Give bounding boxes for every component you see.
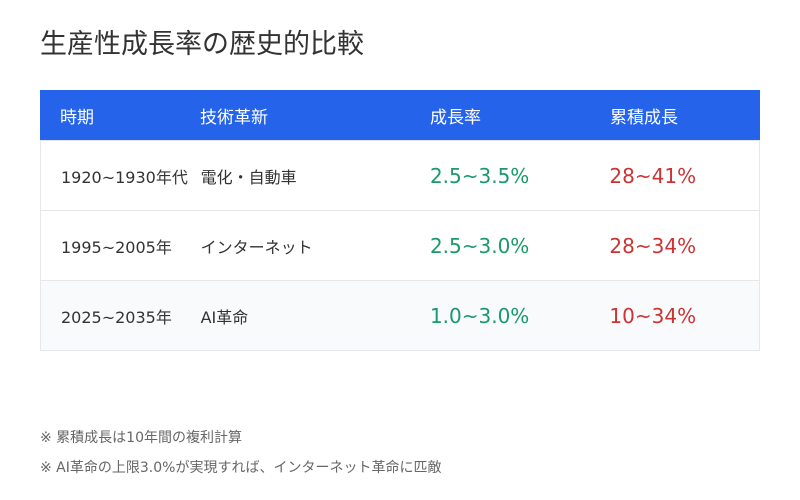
cell-technology: 電化・自動車 (200, 167, 297, 187)
cell-growth-rate: 2.5~3.5% (429, 163, 530, 188)
footnotes: ※ 累積成長は10年間の複利計算 ※ AI革命の上限3.0%が実現すれば、インタ… (40, 426, 441, 486)
table-header: 時期 技術革新 成長率 累積成長 (40, 90, 760, 140)
cell-growth-rate: 1.0~3.0% (429, 303, 530, 328)
comparison-table: 時期 技術革新 成長率 累積成長 1920~1930年代 電化・自動車 2.5~… (40, 90, 760, 351)
footnote: ※ 累積成長は10年間の複利計算 (40, 430, 242, 446)
cell-technology: AI革命 (200, 307, 249, 327)
header-cumulative-growth: 累積成長 (610, 107, 678, 128)
cell-cumulative-growth: 28~34% (609, 233, 697, 258)
cell-growth-rate: 2.5~3.0% (429, 233, 530, 258)
cell-period: 2025~2035年 (61, 307, 172, 327)
cell-cumulative-growth: 10~34% (609, 303, 697, 328)
table-row: 1995~2005年 インターネット 2.5~3.0% 28~34% (40, 211, 760, 281)
page-title: 生産性成長率の歴史的比較 (40, 29, 364, 60)
header-growth-rate: 成長率 (430, 107, 481, 128)
header-technology: 技術革新 (200, 107, 268, 128)
cell-period: 1920~1930年代 (61, 167, 188, 187)
cell-cumulative-growth: 28~41% (609, 163, 697, 188)
table-row: 1920~1930年代 電化・自動車 2.5~3.5% 28~41% (40, 140, 760, 211)
cell-technology: インターネット (200, 237, 313, 257)
cell-period: 1995~2005年 (61, 237, 172, 257)
table-row: 2025~2035年 AI革命 1.0~3.0% 10~34% (40, 281, 760, 351)
footnote: ※ AI革命の上限3.0%が実現すれば、インターネット革命に匹敵 (40, 460, 442, 476)
header-period: 時期 (60, 107, 94, 128)
